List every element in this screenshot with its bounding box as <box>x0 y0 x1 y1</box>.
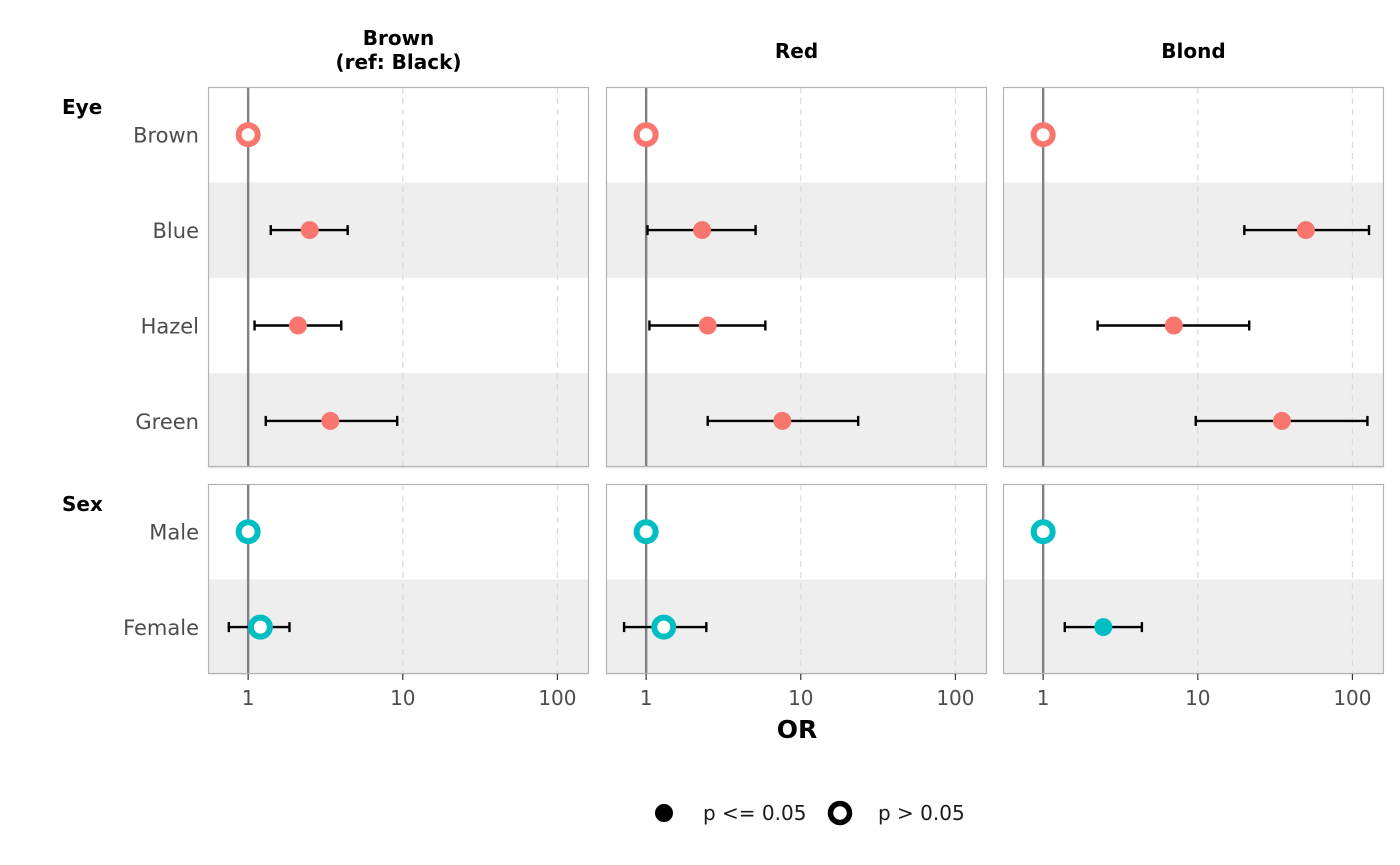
or-point <box>321 411 340 430</box>
or-point-ring <box>633 122 659 148</box>
panel-border <box>605 483 988 675</box>
or-point-ring <box>247 614 273 640</box>
or-point-ring <box>1030 122 1056 148</box>
row-label: Female <box>123 616 199 640</box>
panel-border <box>207 86 590 468</box>
x-tick-label: 1 <box>640 686 653 710</box>
or-point <box>1094 618 1113 637</box>
x-tick-label: 10 <box>788 686 813 710</box>
or-point <box>300 221 319 240</box>
group-label: Eye <box>62 95 102 119</box>
x-tick-label: 10 <box>1185 686 1210 710</box>
or-point-ring <box>633 519 659 545</box>
or-point-ring <box>235 122 261 148</box>
x-tick-label: 100 <box>538 686 576 710</box>
group-label: Sex <box>62 492 103 516</box>
or-point <box>288 316 307 335</box>
or-point <box>693 221 712 240</box>
x-axis-title: OR <box>777 715 818 744</box>
or-point-ring <box>651 614 677 640</box>
row-label: Hazel <box>141 315 199 339</box>
panel-border <box>207 483 590 675</box>
or-point <box>1164 316 1183 335</box>
x-tick-label: 10 <box>390 686 415 710</box>
row-band <box>1003 579 1384 675</box>
row-band <box>208 182 589 278</box>
or-point-ring <box>235 519 261 545</box>
row-label: Brown <box>133 124 199 148</box>
or-point <box>1272 411 1291 430</box>
legend-filled-circle <box>655 804 673 822</box>
x-tick-label: 100 <box>936 686 974 710</box>
panel-strip-label: Blond <box>1161 39 1225 63</box>
row-label: Male <box>149 521 199 545</box>
or-point <box>1296 221 1315 240</box>
panel-border <box>605 86 988 468</box>
or-point <box>698 316 717 335</box>
panel-border <box>1002 483 1385 675</box>
row-label: Green <box>135 410 199 434</box>
x-tick-label: 100 <box>1333 686 1371 710</box>
legend-ring <box>827 800 853 826</box>
panel-strip-label: Red <box>775 39 818 63</box>
legend-label: p > 0.05 <box>878 801 965 825</box>
legend-label: p <= 0.05 <box>703 801 806 825</box>
or-point-ring <box>1030 519 1056 545</box>
or-point <box>773 411 792 430</box>
x-tick-label: 1 <box>1037 686 1050 710</box>
x-tick-label: 1 <box>242 686 255 710</box>
panel-strip-label: Brown (ref: Black) <box>335 26 461 74</box>
row-label: Blue <box>153 219 199 243</box>
panel-border <box>1002 86 1385 468</box>
